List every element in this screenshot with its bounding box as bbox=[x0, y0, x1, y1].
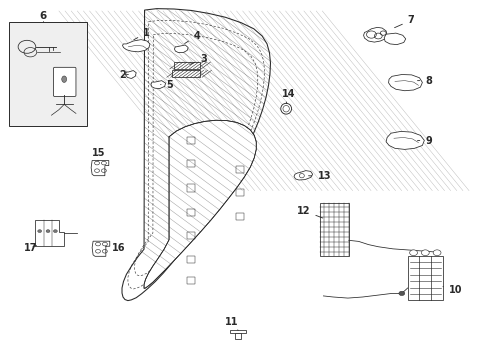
Ellipse shape bbox=[281, 103, 292, 114]
Text: 7: 7 bbox=[394, 15, 415, 28]
Bar bbox=[172, 70, 200, 77]
Circle shape bbox=[46, 230, 50, 233]
FancyBboxPatch shape bbox=[53, 67, 76, 96]
Text: 2: 2 bbox=[120, 70, 128, 80]
Bar bbox=[9, 22, 87, 126]
Text: 15: 15 bbox=[92, 148, 106, 161]
Text: 6: 6 bbox=[40, 11, 47, 21]
Ellipse shape bbox=[62, 76, 67, 82]
Polygon shape bbox=[235, 333, 241, 339]
Text: 4: 4 bbox=[185, 31, 200, 44]
Circle shape bbox=[421, 250, 429, 256]
Bar bbox=[320, 203, 349, 256]
Bar bbox=[236, 166, 244, 173]
PathPatch shape bbox=[122, 9, 270, 301]
Polygon shape bbox=[122, 9, 270, 301]
Bar bbox=[187, 256, 195, 263]
Text: 8: 8 bbox=[417, 76, 432, 86]
Text: 11: 11 bbox=[225, 317, 239, 330]
Polygon shape bbox=[122, 40, 150, 52]
Bar bbox=[187, 209, 195, 216]
PathPatch shape bbox=[144, 120, 256, 288]
Polygon shape bbox=[91, 161, 109, 176]
Polygon shape bbox=[294, 171, 313, 180]
Text: 13: 13 bbox=[309, 171, 331, 181]
Polygon shape bbox=[230, 330, 246, 333]
Text: 1: 1 bbox=[134, 28, 150, 40]
Text: 5: 5 bbox=[161, 80, 173, 90]
Text: 9: 9 bbox=[417, 136, 432, 146]
Bar bbox=[187, 160, 195, 167]
Polygon shape bbox=[364, 27, 387, 42]
Text: 12: 12 bbox=[297, 206, 323, 218]
Polygon shape bbox=[144, 120, 256, 288]
Bar bbox=[187, 137, 195, 144]
Bar bbox=[236, 189, 244, 196]
Polygon shape bbox=[35, 220, 64, 246]
Polygon shape bbox=[92, 241, 110, 256]
Polygon shape bbox=[386, 131, 424, 149]
Text: 10: 10 bbox=[443, 285, 463, 296]
Bar bbox=[408, 256, 443, 300]
Polygon shape bbox=[389, 75, 422, 91]
Text: 17: 17 bbox=[24, 243, 37, 253]
Bar bbox=[236, 213, 244, 220]
Bar bbox=[187, 232, 195, 239]
Circle shape bbox=[53, 230, 57, 233]
Polygon shape bbox=[174, 45, 188, 53]
Polygon shape bbox=[151, 81, 166, 89]
Text: 14: 14 bbox=[282, 89, 295, 104]
Polygon shape bbox=[125, 71, 136, 78]
Bar bbox=[187, 184, 195, 192]
Circle shape bbox=[38, 230, 42, 233]
Circle shape bbox=[433, 250, 441, 256]
Bar bbox=[174, 62, 200, 69]
Text: 16: 16 bbox=[106, 243, 125, 253]
Bar bbox=[187, 277, 195, 284]
Text: 3: 3 bbox=[190, 54, 207, 64]
Circle shape bbox=[410, 250, 417, 256]
Circle shape bbox=[399, 291, 405, 296]
Polygon shape bbox=[384, 33, 406, 45]
